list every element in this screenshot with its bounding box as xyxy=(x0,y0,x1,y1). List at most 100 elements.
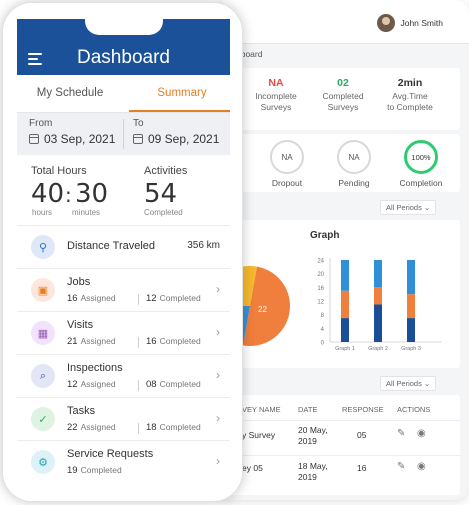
period-filter-dropdown[interactable]: All Periods ⌄ xyxy=(380,200,437,215)
bar-segment xyxy=(407,318,415,342)
chevron-right-icon: › xyxy=(216,411,220,425)
inspection-icon: ⌕ xyxy=(31,364,55,388)
phone-notch xyxy=(85,19,163,35)
clipboard-check-icon: ✓ xyxy=(31,407,55,431)
list-item-tasks[interactable]: ✓ Tasks 22 Assigned 18 Completed › xyxy=(17,397,230,440)
dropout-stat: NA Dropout xyxy=(252,140,322,188)
tab-my-schedule[interactable]: My Schedule xyxy=(36,87,104,99)
bar-segment xyxy=(407,294,415,319)
x-tick-label: Graph 1 xyxy=(335,346,355,352)
bar-segment xyxy=(341,260,349,291)
minutes-value: 30 xyxy=(75,179,109,209)
table-row-name: ey 05 xyxy=(242,463,263,473)
y-tick-label: 12 xyxy=(317,300,324,306)
distance-value: 356 km xyxy=(187,240,220,251)
col-survey-name[interactable]: VEY NAME xyxy=(242,405,281,414)
view-icon[interactable]: ◉ xyxy=(417,461,426,472)
date-range: From 03 Sep, 2021 To 09 Sep, 2021 xyxy=(17,113,230,155)
y-tick-label: 20 xyxy=(317,272,324,278)
completion-stat: 100% Completion xyxy=(386,140,456,188)
page-title: Dashboard xyxy=(77,47,170,68)
tab-summary[interactable]: Summary xyxy=(157,87,207,99)
bar-chart: 0 4 8 12 16 20 24 Graph 1 Graph 2 Graph 3 xyxy=(317,258,442,352)
pie-slice xyxy=(243,266,290,346)
survey-stats-card: NA Incomplete Surveys 02 Completed Surve… xyxy=(232,68,460,130)
list-item-service-requests[interactable]: ⚙ Service Requests 19 Completed › xyxy=(17,440,230,483)
bar-segment xyxy=(407,260,415,295)
y-tick-label: 24 xyxy=(317,259,324,265)
bar-segment xyxy=(341,318,349,342)
y-tick-label: 16 xyxy=(317,286,324,292)
table-row-date: 20 May, 2019 xyxy=(298,425,328,446)
edit-icon[interactable]: ✎ xyxy=(397,461,406,472)
phone-mockup: Dashboard My Schedule Summary From 03 Se… xyxy=(2,2,243,502)
briefcase-icon: ▣ xyxy=(31,278,55,302)
x-tick-label: Graph 2 xyxy=(368,346,388,352)
chevron-down-icon: ⌄ xyxy=(423,203,431,212)
charts-card: Graph 22 0 4 8 12 16 20 24 Graph 1 Graph 2 Graph … xyxy=(232,220,460,368)
chevron-down-icon: ⌄ xyxy=(423,379,431,388)
time-colon: : xyxy=(65,183,72,207)
table-row-response: 16 xyxy=(357,463,367,473)
avatar xyxy=(377,14,396,32)
tab-bar: My Schedule Summary xyxy=(17,75,230,113)
totals-summary: Total Hours 40 : 30 hours minutes Activi… xyxy=(17,157,230,223)
activities-sub: Completed xyxy=(144,208,183,217)
total-hours-label: Total Hours xyxy=(31,165,87,177)
survey-table: VEY NAME DATE RESPONSE ACTIONS y Survey … xyxy=(232,395,460,495)
edit-icon[interactable]: ✎ xyxy=(397,428,406,439)
bar-segment xyxy=(374,304,382,342)
app-header: Dashboard xyxy=(17,19,230,75)
bar-segment xyxy=(341,290,349,319)
col-actions: ACTIONS xyxy=(397,405,431,414)
y-tick-label: 0 xyxy=(321,341,325,347)
user-name: John Smith xyxy=(400,18,443,28)
desktop-dashboard: John Smith hboard NA Incomplete Surveys … xyxy=(222,0,469,500)
desktop-top-bar: John Smith xyxy=(222,0,469,44)
menu-icon[interactable] xyxy=(28,53,42,65)
chevron-right-icon: › xyxy=(216,368,220,382)
activities-value: 54 xyxy=(144,179,178,209)
list-item-distance[interactable]: ⚲ Distance Traveled 356 km xyxy=(17,225,230,268)
active-tab-indicator xyxy=(129,110,230,112)
col-date[interactable]: DATE xyxy=(298,405,318,414)
minutes-unit: minutes xyxy=(72,208,101,217)
chevron-right-icon: › xyxy=(216,454,220,468)
stat-avg-time: 2min Avg.Time to Complete xyxy=(387,77,433,113)
stat-incomplete: NA Incomplete Surveys xyxy=(255,77,297,113)
calendar-check-icon: ▦ xyxy=(31,321,55,345)
y-tick-label: 8 xyxy=(321,313,325,319)
pending-stat: NA Pending xyxy=(319,140,389,188)
breadcrumb: hboard xyxy=(236,49,263,59)
table-row-response: 05 xyxy=(357,430,367,440)
pie-slice-label: 22 xyxy=(258,305,267,314)
calendar-icon xyxy=(133,134,143,144)
list-item-jobs[interactable]: ▣ Jobs 16 Assigned 12 Completed › xyxy=(17,268,230,311)
bar-segment xyxy=(374,260,382,288)
calendar-icon xyxy=(29,134,39,144)
from-date-picker[interactable]: From 03 Sep, 2021 xyxy=(29,118,116,146)
hours-value: 40 xyxy=(31,179,65,209)
charts-svg: 22 0 4 8 12 16 20 24 Graph 1 Graph 2 Graph 3 xyxy=(232,258,442,352)
location-pin-icon: ⚲ xyxy=(31,235,55,259)
table-row-name: y Survey xyxy=(242,430,276,440)
view-icon[interactable]: ◉ xyxy=(417,428,426,439)
stat-completed: 02 Completed Surveys xyxy=(322,77,364,113)
hours-unit: hours xyxy=(32,208,53,217)
user-menu[interactable]: John Smith xyxy=(377,14,443,32)
list-item-inspections[interactable]: ⌕ Inspections 12 Assigned 08 Completed › xyxy=(17,354,230,397)
bar-segment xyxy=(374,287,382,305)
col-response[interactable]: RESPONSE xyxy=(342,405,384,414)
completion-circles-card: NA Dropout NA Pending 100% Completion xyxy=(232,134,460,192)
to-date-picker[interactable]: To 09 Sep, 2021 xyxy=(133,118,220,146)
period-filter-dropdown-2[interactable]: All Periods ⌄ xyxy=(380,376,437,391)
graph-title: Graph xyxy=(310,230,340,241)
activities-label: Activities xyxy=(144,165,188,177)
list-item-visits[interactable]: ▦ Visits 21 Assigned 16 Completed › xyxy=(17,311,230,354)
table-row-date: 18 May, 2019 xyxy=(298,461,328,482)
y-tick-label: 4 xyxy=(321,327,325,333)
x-tick-label: Graph 3 xyxy=(401,346,421,352)
service-gear-icon: ⚙ xyxy=(31,450,55,474)
chevron-right-icon: › xyxy=(216,282,220,296)
chevron-right-icon: › xyxy=(216,325,220,339)
